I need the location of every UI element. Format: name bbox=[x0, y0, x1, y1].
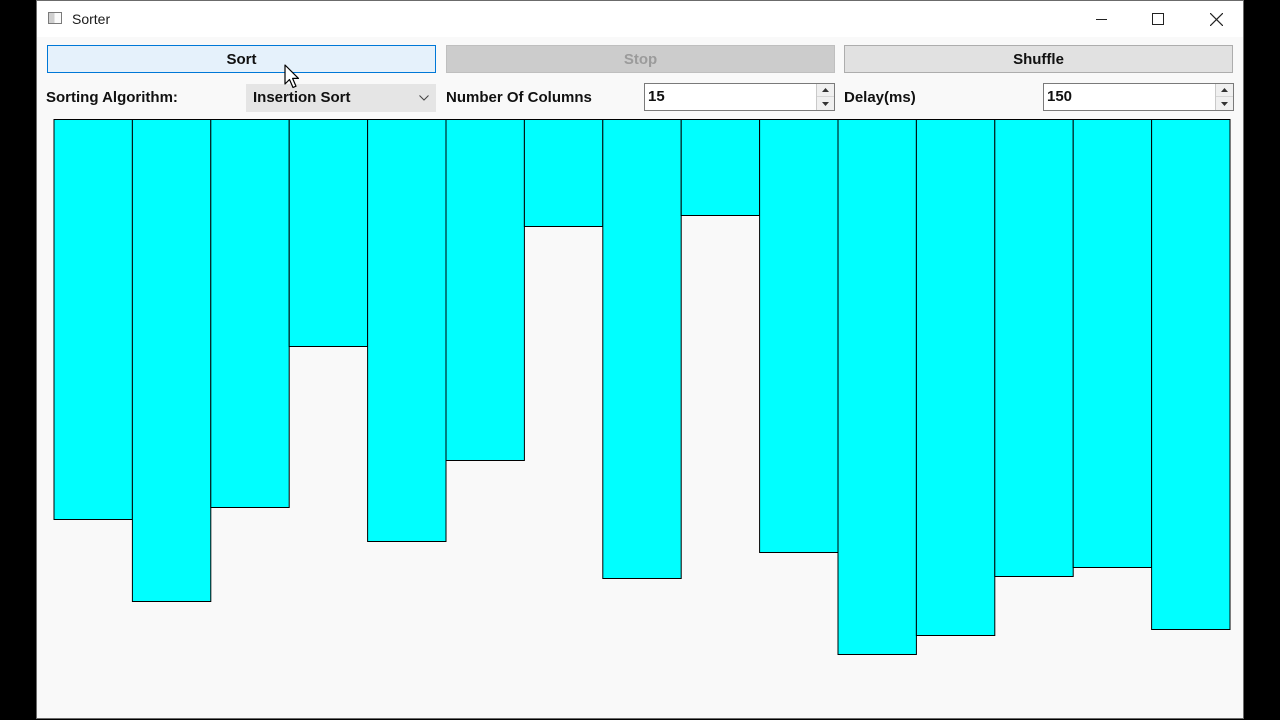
columns-spinbox[interactable]: 15 bbox=[644, 83, 835, 111]
spin-down-icon bbox=[822, 101, 829, 106]
shuffle-button[interactable]: Shuffle bbox=[844, 45, 1233, 73]
columns-spin-down[interactable] bbox=[817, 97, 834, 110]
bar-column-14 bbox=[1072, 119, 1153, 568]
bar-column-15 bbox=[1151, 119, 1231, 630]
bar-column-12 bbox=[915, 119, 996, 636]
title-bar[interactable]: Sorter bbox=[37, 1, 1243, 37]
delay-spin-down[interactable] bbox=[1216, 97, 1233, 110]
window-title: Sorter bbox=[72, 11, 111, 27]
columns-spin-buttons bbox=[816, 84, 834, 110]
maximize-button[interactable] bbox=[1135, 1, 1181, 37]
maximize-icon bbox=[1152, 13, 1164, 25]
bar-column-9 bbox=[680, 119, 761, 216]
delay-spin-up[interactable] bbox=[1216, 84, 1233, 97]
delay-spinbox-value: 150 bbox=[1047, 88, 1073, 105]
sort-visualization-canvas bbox=[53, 119, 1231, 655]
sorter-window: Sorter Sort Stop Shuffle Sorting Algorit… bbox=[36, 0, 1244, 719]
bar-column-11 bbox=[837, 119, 917, 655]
sort-button[interactable]: Sort bbox=[47, 45, 436, 73]
bar-column-1 bbox=[53, 119, 133, 520]
bar-column-6 bbox=[445, 119, 525, 461]
algorithm-select-value: Insertion Sort bbox=[253, 89, 351, 106]
bar-column-2 bbox=[131, 119, 212, 602]
columns-spinbox-value: 15 bbox=[648, 88, 665, 105]
bar-column-4 bbox=[288, 119, 369, 347]
stop-button[interactable]: Stop bbox=[446, 45, 835, 73]
delay-label: Delay(ms) bbox=[844, 89, 916, 106]
spin-down-icon bbox=[1221, 101, 1228, 106]
app-icon bbox=[48, 12, 62, 24]
bar-column-3 bbox=[210, 119, 290, 508]
close-button[interactable] bbox=[1193, 1, 1239, 37]
algorithm-select[interactable]: Insertion Sort bbox=[246, 84, 436, 112]
minimize-icon bbox=[1096, 19, 1107, 20]
bar-column-5 bbox=[367, 119, 447, 542]
delay-spinbox[interactable]: 150 bbox=[1043, 83, 1234, 111]
number-of-columns-label: Number Of Columns bbox=[446, 89, 592, 106]
bar-column-13 bbox=[994, 119, 1074, 577]
sorting-algorithm-label: Sorting Algorithm: bbox=[46, 89, 178, 106]
mouse-cursor-icon bbox=[284, 64, 300, 89]
spin-up-icon bbox=[822, 88, 829, 92]
close-icon bbox=[1209, 12, 1223, 26]
bar-column-10 bbox=[759, 119, 839, 553]
columns-spin-up[interactable] bbox=[817, 84, 834, 97]
spin-up-icon bbox=[1221, 88, 1228, 92]
bar-column-8 bbox=[602, 119, 682, 579]
bar-column-7 bbox=[523, 119, 604, 227]
chevron-down-icon bbox=[419, 95, 429, 101]
minimize-button[interactable] bbox=[1079, 1, 1125, 37]
delay-spin-buttons bbox=[1215, 84, 1233, 110]
